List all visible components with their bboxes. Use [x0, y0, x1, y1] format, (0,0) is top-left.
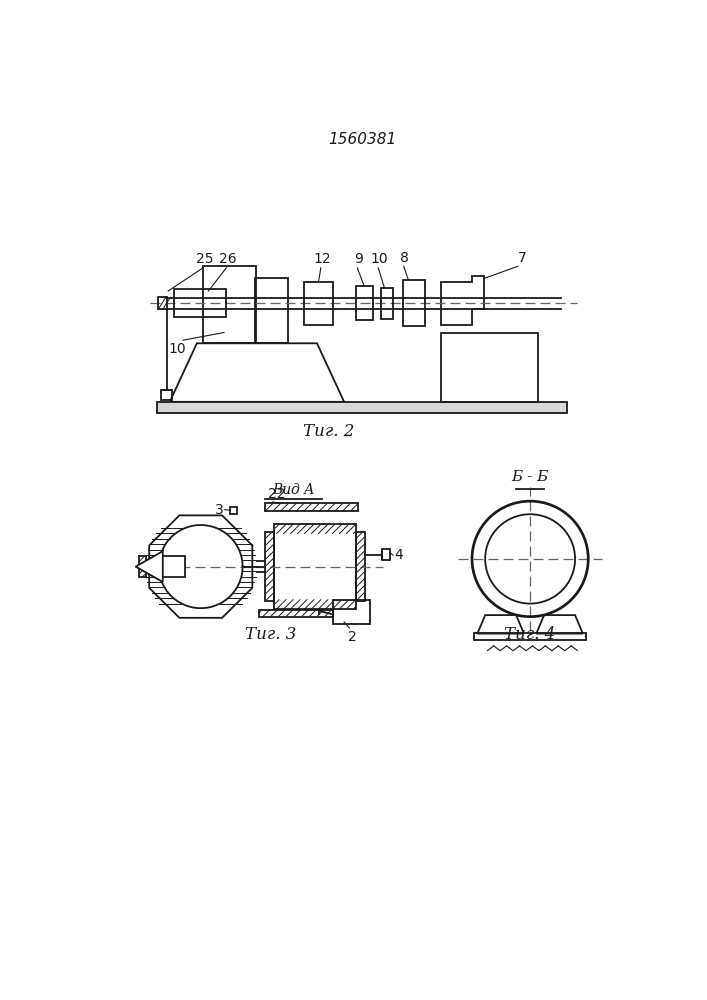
Text: Вид A: Вид A	[273, 483, 315, 497]
Text: 2: 2	[348, 630, 356, 644]
Text: 25: 25	[196, 252, 214, 266]
Polygon shape	[136, 551, 163, 582]
Text: 3: 3	[215, 503, 224, 517]
Bar	[156, 402, 567, 413]
Text: 1560381: 1560381	[328, 132, 396, 147]
Bar	[441, 333, 538, 402]
Bar	[203, 266, 256, 343]
Text: 4: 4	[395, 548, 403, 562]
Bar	[356, 532, 365, 601]
Bar	[274, 524, 356, 609]
Bar	[139, 556, 146, 577]
Bar	[403, 280, 425, 326]
Bar	[304, 282, 333, 325]
Text: 10: 10	[169, 342, 187, 356]
Text: 8: 8	[400, 251, 409, 265]
Polygon shape	[477, 615, 524, 634]
Bar	[356, 286, 373, 320]
Bar	[174, 289, 226, 317]
Text: 9: 9	[354, 252, 363, 266]
Text: 10: 10	[370, 252, 388, 266]
Bar	[158, 297, 168, 309]
Bar	[332, 600, 370, 624]
Bar	[159, 556, 185, 577]
Text: 26: 26	[219, 252, 237, 266]
Text: Б - Б: Б - Б	[511, 470, 549, 484]
Bar	[382, 549, 390, 560]
Bar	[265, 503, 358, 511]
Bar	[265, 532, 274, 601]
Bar	[230, 507, 237, 514]
Bar	[161, 389, 172, 400]
Bar	[474, 633, 586, 640]
Text: 7: 7	[518, 251, 527, 265]
Text: Τиг. 4: Τиг. 4	[504, 626, 556, 643]
Bar	[259, 610, 332, 617]
Text: Τиг. 3: Τиг. 3	[245, 626, 296, 643]
Polygon shape	[537, 615, 583, 634]
Text: Τиг. 2: Τиг. 2	[303, 423, 354, 440]
Bar	[255, 278, 288, 343]
Text: 12: 12	[314, 252, 332, 266]
Text: 22: 22	[268, 487, 286, 501]
Bar	[381, 288, 393, 319]
